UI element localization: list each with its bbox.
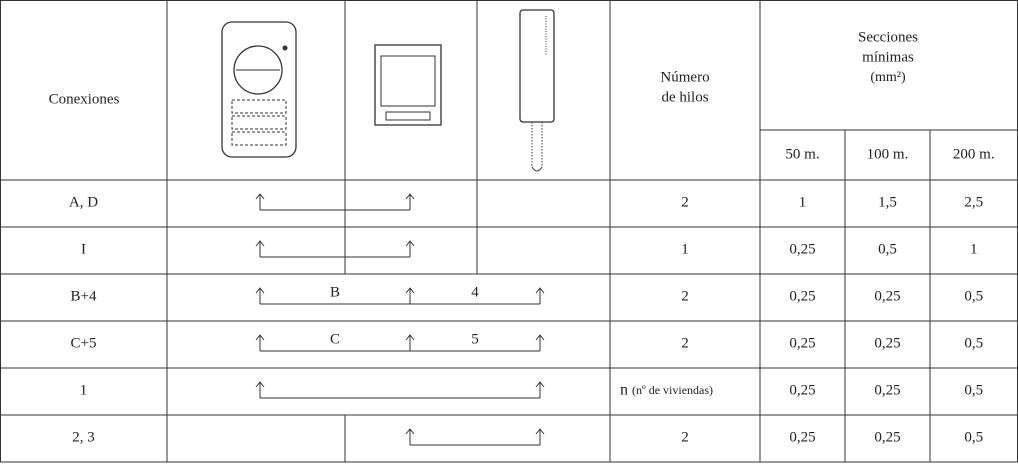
- hilos: n: [620, 382, 628, 399]
- section-value: 0,25: [874, 429, 900, 445]
- section-value: 0,25: [789, 429, 815, 445]
- header-hilos: Número: [660, 69, 709, 85]
- hilos-note: (nº de viviendas): [632, 383, 713, 397]
- section-value: 0,5: [964, 288, 983, 304]
- section-value: 0,25: [789, 382, 815, 398]
- section-value: 0,25: [874, 382, 900, 398]
- row-label: 1: [80, 382, 88, 398]
- wire-label: C: [330, 331, 340, 347]
- header-distance: 50 m.: [785, 146, 819, 162]
- wire-label: 5: [471, 331, 479, 347]
- section-value: 0,25: [789, 335, 815, 351]
- section-value: 0,5: [964, 382, 983, 398]
- header-conexiones: Conexiones: [49, 91, 120, 107]
- wire-label: 4: [471, 284, 479, 300]
- hilos: 2: [681, 288, 689, 304]
- hilos: 1: [681, 241, 689, 257]
- section-value: 1,5: [878, 194, 897, 210]
- header-secciones: mínimas: [862, 49, 914, 65]
- row-label: I: [81, 241, 86, 257]
- section-value: 0,25: [789, 288, 815, 304]
- wire-arrow: [535, 381, 545, 398]
- section-value: 0,5: [964, 429, 983, 445]
- wire-arrow: [255, 193, 265, 210]
- hilos: 2: [681, 335, 689, 351]
- section-value: 1: [799, 194, 807, 210]
- hilos: 2: [681, 429, 689, 445]
- row-label: C+5: [71, 335, 97, 351]
- header-distance: 100 m.: [867, 146, 909, 162]
- section-value: 0,5: [878, 241, 897, 257]
- wire-arrow: [255, 334, 265, 351]
- section-value: 2,5: [964, 194, 983, 210]
- wire-arrow: [535, 334, 545, 351]
- header-secciones: (mm²): [870, 70, 906, 85]
- wire-arrow: [405, 240, 415, 257]
- wire-arrow: [535, 428, 545, 445]
- row-label: A, D: [69, 194, 98, 210]
- header-hilos: de hilos: [661, 89, 708, 105]
- wire-arrow: [255, 381, 265, 398]
- wire-arrow: [255, 287, 265, 304]
- wire-arrow: [405, 193, 415, 210]
- wire-arrow: [255, 240, 265, 257]
- wire-arrow: [405, 287, 415, 304]
- wire-arrow: [405, 334, 415, 351]
- wire-arrow: [405, 428, 415, 445]
- header-secciones: Secciones: [858, 29, 918, 45]
- section-value: 0,25: [789, 241, 815, 257]
- row-label: 2, 3: [72, 429, 95, 445]
- section-value: 1: [970, 241, 978, 257]
- section-value: 0,25: [874, 288, 900, 304]
- wire-label: B: [330, 284, 340, 300]
- wire-arrow: [535, 287, 545, 304]
- section-value: 0,5: [964, 335, 983, 351]
- icons: [221, 9, 555, 172]
- row-label: B+4: [71, 288, 97, 304]
- header-distance: 200 m.: [953, 146, 995, 162]
- hilos: 2: [681, 194, 689, 210]
- section-value: 0,25: [874, 335, 900, 351]
